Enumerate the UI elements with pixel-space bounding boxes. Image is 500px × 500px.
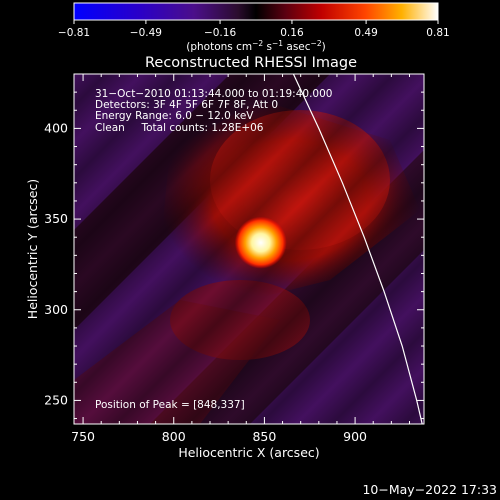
colorbar-gradient [73,2,439,21]
detectors-label: Detectors: 3F 4F 5F 6F 7F 8F, Att 0 [95,99,278,111]
colorbar-tick-label: 0.16 [280,27,304,39]
x-axis-label: Heliocentric X (arcsec) [178,445,319,460]
colorbar-tick-label: 0.49 [354,27,377,39]
colorbar-tick-label: 0.81 [426,27,449,39]
x-tick-label: 750 [71,429,95,444]
colorbar-tick-label: −0.49 [130,27,162,39]
y-axis-label: Heliocentric Y (arcsec) [25,179,40,319]
observation-info: 31−Oct−2010 01:13:44.000 to 01:19:40.000… [95,88,332,134]
colorbar-ticks: −0.81 −0.49 −0.16 0.16 0.49 0.81 [58,20,450,39]
axis-ticks: 750 800 850 900 250 300 350 400 [44,74,424,444]
x-tick-label: 850 [252,429,276,444]
colorbar: −0.81 −0.49 −0.16 0.16 0.49 0.81 (photons cm−… [58,2,450,53]
colorbar-unit-label: (photons cm−2 s−1 asec−2) [186,39,325,53]
y-tick-label: 400 [44,120,68,135]
chart-title: Reconstructed RHESSI Image [145,55,357,71]
time-range-label: 31−Oct−2010 01:13:44.000 to 01:19:40.000 [95,88,332,100]
peak-source [234,216,287,269]
plot-frame [73,73,425,425]
clean-counts-label: Clean Total counts: 1.28E+06 [95,122,264,134]
colorbar-tick-label: −0.81 [58,27,90,39]
x-tick-label: 800 [162,429,186,444]
peak-position-label: Position of Peak = [848,337] [95,399,245,411]
y-tick-label: 250 [44,392,68,407]
solar-limb-curve [292,74,423,424]
y-tick-label: 300 [44,302,68,317]
colorbar-tick-label: −0.16 [204,27,236,39]
x-tick-label: 900 [343,429,367,444]
y-tick-label: 350 [44,211,68,226]
footer-timestamp: 10−May−2022 17:33 [362,482,497,497]
energy-range-label: Energy Range: 6.0 − 12.0 keV [95,110,254,122]
heatmap-image [74,74,424,424]
